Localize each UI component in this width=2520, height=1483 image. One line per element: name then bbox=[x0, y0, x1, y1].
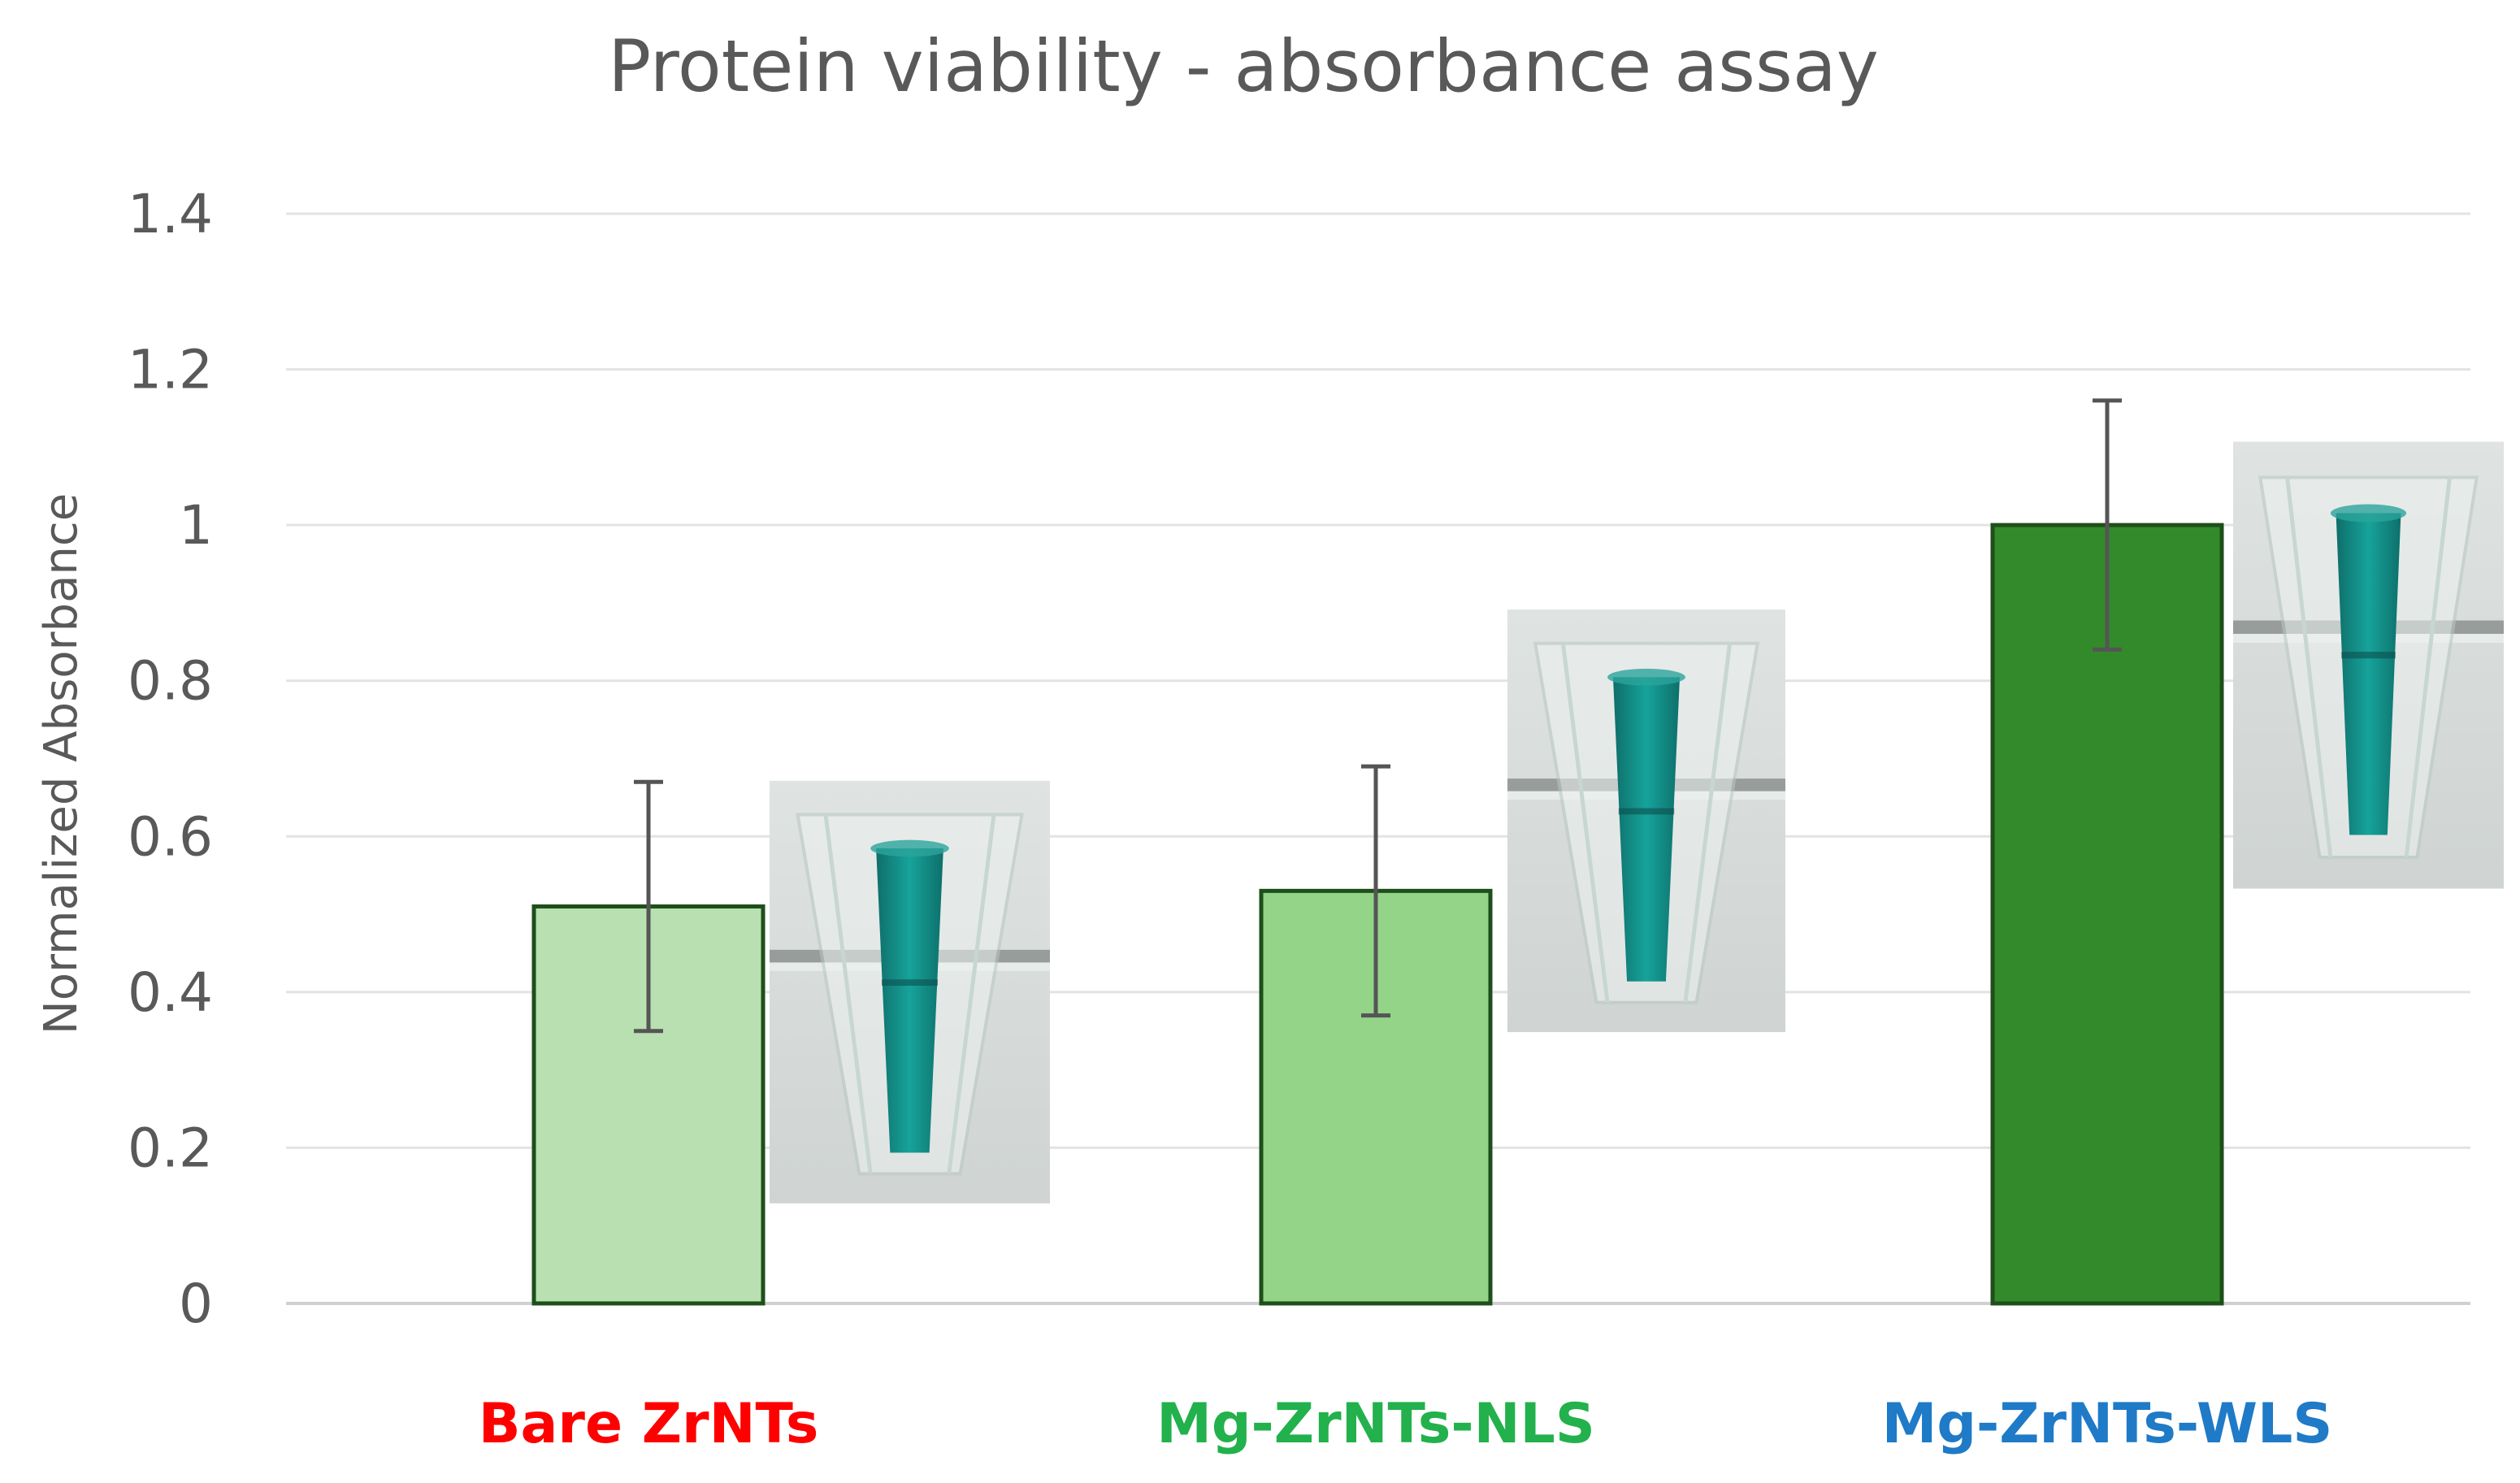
x-category-label-2: Mg-ZrNTs-NLS bbox=[1156, 1392, 1595, 1456]
cuvette-photo-1 bbox=[770, 780, 1050, 1203]
error-bar-1 bbox=[634, 779, 663, 1034]
y-tick-label: 1.2 bbox=[128, 339, 213, 401]
y-axis-label: Normalized Absorbance bbox=[35, 493, 88, 1034]
inset-photos bbox=[770, 441, 2504, 1203]
chart-title: Protein viability - absorbance assay bbox=[608, 24, 1879, 108]
y-tick-label: 0.8 bbox=[128, 650, 213, 713]
cuvette-photo-3 bbox=[2233, 441, 2504, 889]
error-bars bbox=[634, 398, 2122, 1034]
y-tick-label: 0.6 bbox=[128, 805, 213, 868]
y-tick-label: 1 bbox=[179, 494, 213, 557]
labels: 0 0.2 0.4 0.6 0.8 1 1.2 1.4 Bare ZrNTs Mg-ZrNTs-N… bbox=[128, 183, 2332, 1456]
error-bar-2 bbox=[1361, 764, 1390, 1018]
bar-3 bbox=[1990, 523, 2224, 1306]
error-bar-3 bbox=[2093, 398, 2122, 652]
y-tick-label: 0.4 bbox=[128, 961, 213, 1024]
x-category-label-3: Mg-ZrNTs-WLS bbox=[1882, 1392, 2333, 1456]
y-tick-label: 1.4 bbox=[128, 183, 213, 245]
cuvette-photo-2 bbox=[1507, 609, 1785, 1033]
y-tick-label: 0 bbox=[179, 1273, 213, 1335]
x-category-label-1: Bare ZrNTs bbox=[479, 1392, 819, 1456]
y-tick-label: 0.2 bbox=[128, 1117, 213, 1179]
